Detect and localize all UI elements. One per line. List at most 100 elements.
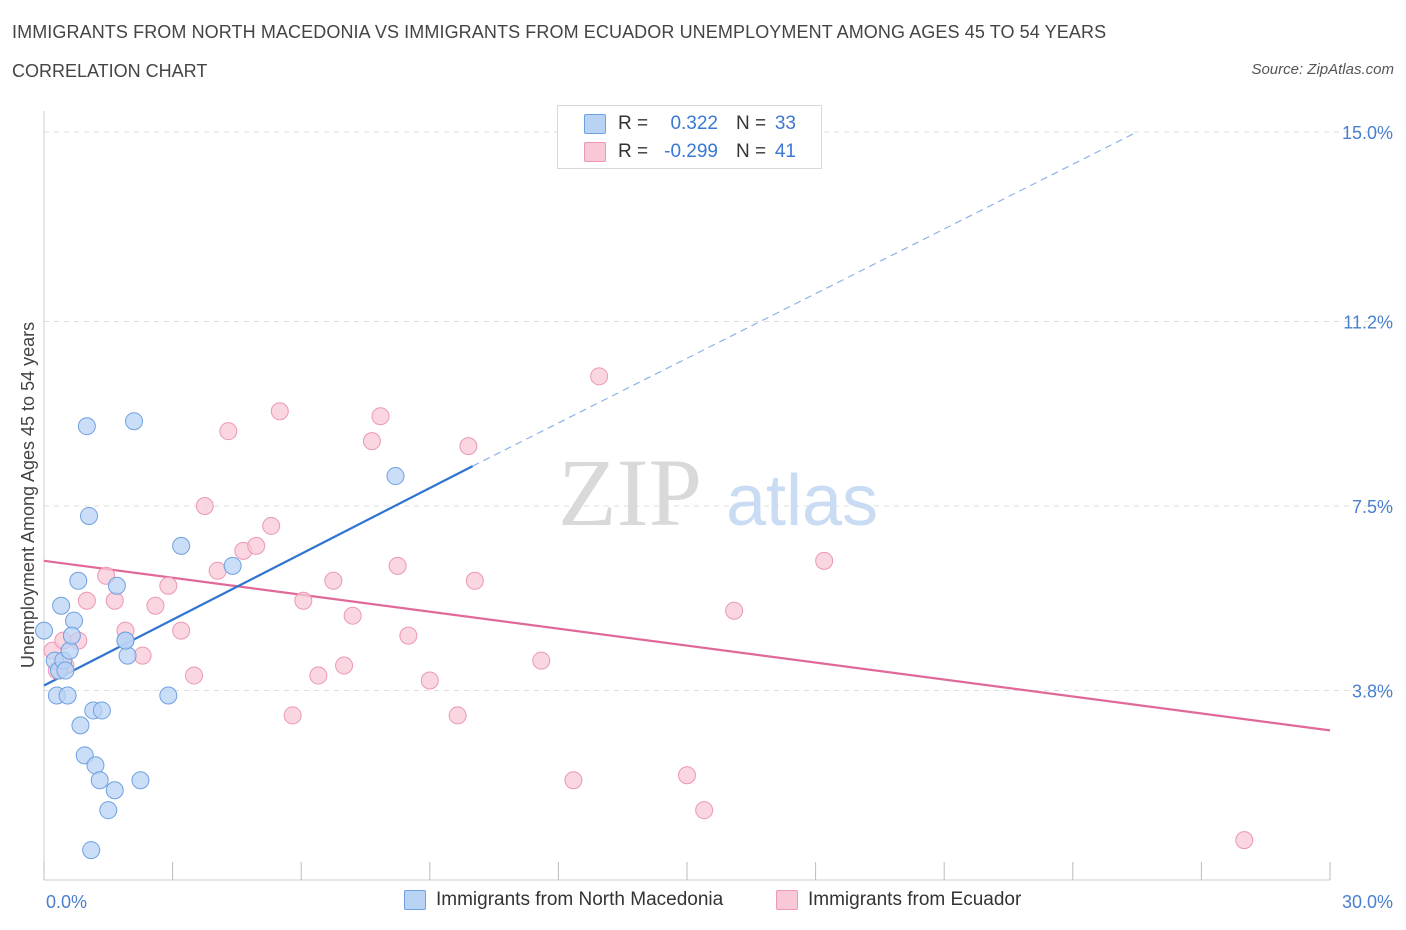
point-ecuador xyxy=(590,367,609,386)
tick-labels: 3.8% 7.5% 11.2% 15.0% 0.0% 30.0% xyxy=(46,123,1393,912)
data-points xyxy=(35,367,1254,860)
point-ecuador xyxy=(247,536,266,555)
point-ecuador xyxy=(270,402,289,421)
legend-swatch-blue xyxy=(404,890,426,910)
point-macedonia xyxy=(172,536,191,555)
point-ecuador xyxy=(564,771,583,790)
point-ecuador xyxy=(283,706,302,725)
legend-r-label: R = xyxy=(618,141,649,162)
point-macedonia xyxy=(56,661,75,680)
y-tick-label: 7.5% xyxy=(1352,497,1393,517)
point-macedonia xyxy=(35,621,53,640)
point-macedonia xyxy=(77,417,96,436)
point-macedonia xyxy=(62,626,81,645)
point-ecuador xyxy=(1235,831,1254,850)
point-macedonia xyxy=(159,686,178,705)
point-ecuador xyxy=(388,556,407,575)
y-tick-label: 15.0% xyxy=(1342,123,1393,143)
point-macedonia xyxy=(92,701,111,720)
point-ecuador xyxy=(208,561,227,580)
point-macedonia xyxy=(82,841,101,860)
legend-r-value: -0.299 xyxy=(664,141,718,162)
point-macedonia xyxy=(52,596,71,615)
legend-item-ecuador[interactable]: Immigrants from Ecuador xyxy=(776,889,1021,911)
point-macedonia xyxy=(58,686,77,705)
watermark-atlas: atlas xyxy=(726,461,878,541)
point-ecuador xyxy=(448,706,467,725)
legend-swatch-pink xyxy=(584,142,606,162)
point-macedonia xyxy=(80,506,99,525)
point-ecuador xyxy=(159,576,178,595)
legend-n-label: N = xyxy=(736,113,767,134)
legend-n-value: 33 xyxy=(774,113,796,134)
point-ecuador xyxy=(324,571,343,590)
point-ecuador xyxy=(335,656,354,675)
point-ecuador xyxy=(399,626,418,645)
y-axis-label: Unemployment Among Ages 45 to 54 years xyxy=(18,322,38,668)
point-macedonia xyxy=(86,756,105,775)
source-label: Source: ZipAtlas.com xyxy=(1251,61,1394,78)
point-ecuador xyxy=(371,407,390,426)
chart-title: IMMIGRANTS FROM NORTH MACEDONIA VS IMMIG… xyxy=(12,22,1107,42)
point-macedonia xyxy=(105,781,124,800)
point-ecuador xyxy=(695,801,714,820)
point-ecuador xyxy=(294,591,313,610)
point-ecuador xyxy=(309,666,328,685)
point-ecuador xyxy=(815,551,834,570)
grid-lines xyxy=(44,131,1395,691)
legend-row-ecuador: R = -0.299 N = 41 xyxy=(584,139,796,165)
point-ecuador xyxy=(219,422,238,441)
legend-label-macedonia: Immigrants from North Macedonia xyxy=(436,889,724,910)
point-macedonia xyxy=(99,801,118,820)
legend-label-ecuador: Immigrants from Ecuador xyxy=(808,889,1022,910)
point-macedonia xyxy=(90,771,109,790)
y-tick-label: 3.8% xyxy=(1352,681,1393,701)
point-ecuador xyxy=(172,621,191,640)
legend-swatch-blue xyxy=(584,114,606,134)
point-macedonia xyxy=(118,646,137,665)
point-ecuador xyxy=(532,651,551,670)
legend-n-value: 41 xyxy=(774,141,796,162)
point-ecuador xyxy=(146,596,165,615)
point-macedonia xyxy=(223,556,242,575)
axes xyxy=(43,111,1331,881)
point-ecuador xyxy=(195,496,214,515)
point-ecuador xyxy=(678,766,696,785)
point-macedonia xyxy=(60,641,79,660)
trend-line-macedonia-extension xyxy=(472,131,1138,467)
legend-swatch-pink xyxy=(776,890,798,910)
series-legend: Immigrants from North Macedonia Immigran… xyxy=(0,889,1406,915)
point-macedonia xyxy=(71,716,90,735)
x-tick-label: 30.0% xyxy=(1342,892,1393,912)
legend-n-label: N = xyxy=(736,141,767,162)
point-macedonia xyxy=(131,771,150,790)
point-ecuador xyxy=(105,591,124,610)
point-macedonia xyxy=(69,571,88,590)
point-macedonia xyxy=(116,631,135,650)
chart-subtitle: CORRELATION CHART xyxy=(12,61,208,81)
point-ecuador xyxy=(133,646,152,665)
point-ecuador xyxy=(362,432,381,451)
legend-item-macedonia[interactable]: Immigrants from North Macedonia xyxy=(404,889,723,911)
point-ecuador xyxy=(343,606,362,625)
watermark-zip: ZIP xyxy=(558,439,702,546)
trend-lines xyxy=(43,131,1331,732)
point-macedonia xyxy=(65,611,84,630)
y-tick-label: 11.2% xyxy=(1343,312,1393,332)
trend-line-macedonia xyxy=(43,465,474,687)
point-ecuador xyxy=(725,601,744,620)
point-ecuador xyxy=(465,571,484,590)
legend-r-value: 0.322 xyxy=(670,113,718,134)
point-ecuador xyxy=(262,516,281,535)
stats-legend: R = 0.322 N = 33 R = -0.299 N = 41 xyxy=(557,105,822,169)
point-ecuador xyxy=(459,437,478,456)
legend-r-label: R = xyxy=(618,113,649,134)
watermark: ZIP atlas xyxy=(558,439,878,546)
point-macedonia xyxy=(107,576,126,595)
x-tick-label: 0.0% xyxy=(46,892,87,912)
point-ecuador xyxy=(185,666,204,685)
point-macedonia xyxy=(386,467,405,486)
trend-line-ecuador xyxy=(43,559,1331,732)
point-ecuador xyxy=(77,591,96,610)
